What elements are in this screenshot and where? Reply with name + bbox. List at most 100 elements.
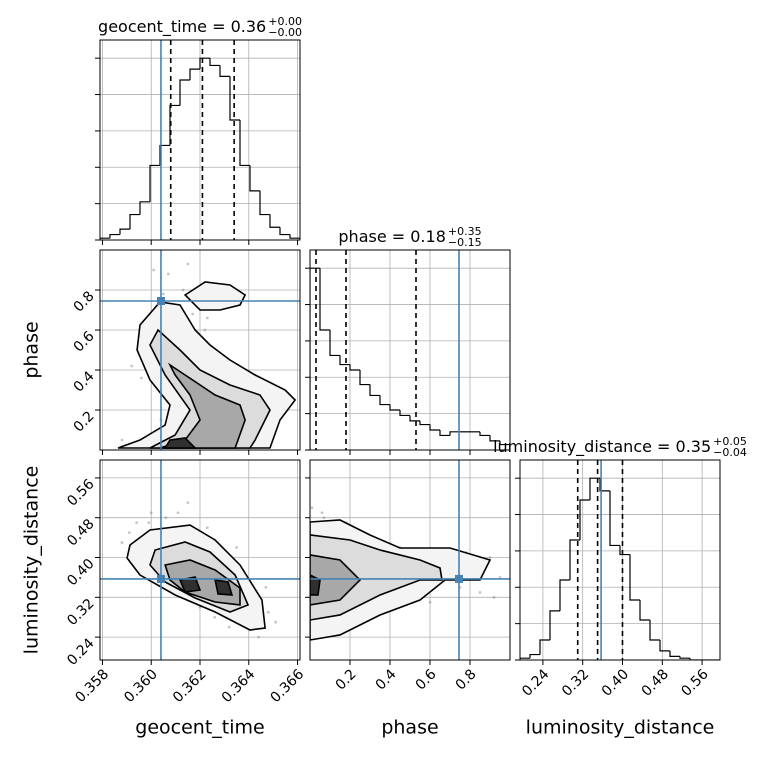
title-lower: −0.04 [713,446,747,459]
histogram-step [100,237,110,240]
sample-point [186,262,190,266]
panel-frame [99,459,301,661]
contour [214,579,234,596]
x-tick-label: 0.4 [373,666,400,693]
x-tick-label: 0.2 [333,666,360,693]
sample-point [130,364,134,368]
histogram-step [579,499,590,540]
sample-point [127,531,131,535]
x-tick-label: 0.56 [678,666,711,699]
panel: 0.24 0.32 0.40 0.48 0.56 luminosity_distance … [493,435,747,739]
plot-area [100,250,300,450]
contour [183,281,247,311]
histogram-step [239,120,250,167]
histogram-step [409,415,420,422]
y-tick-label: 0.2 [71,408,98,435]
sample-point [320,511,324,515]
histogram-step [229,76,240,121]
panel-frame [309,249,511,451]
y-tick-label: 0.32 [64,596,97,629]
panel: 0.358 0.360 0.362 0.364 0.366 0.24 0.32 0.40 0.4… [21,459,307,739]
histogram-step [159,144,170,166]
x-tick-label: 0.358 [72,666,112,706]
panel: phase = 0.18 +0.35−0.15 [305,225,511,455]
plot-area [310,250,510,450]
sample-point [227,625,231,629]
histogram-step [349,364,360,371]
histogram-step [219,65,230,77]
plot-area [100,40,300,240]
sample-point [428,600,432,604]
histogram-step [539,639,550,655]
sample-point [205,316,209,320]
x-tick-label: 0.360 [121,666,161,706]
x-tick-label: 0.6 [413,666,440,693]
x-tick-label: 0.40 [599,666,632,699]
histogram-step [189,68,200,80]
histogram-step [649,620,660,641]
histogram-step [329,330,340,357]
histogram-step [629,554,640,601]
sample-point [264,585,268,589]
sample-point [266,610,270,614]
title-upper: +0.00 [268,15,302,28]
x-tick-label: 0.362 [170,666,210,706]
y-tick-label: 0.56 [64,476,97,509]
sample-point [176,511,180,515]
title-upper: +0.05 [713,435,747,448]
histogram-step [319,268,330,331]
panel-frame [99,39,301,241]
histogram-step [559,579,570,611]
histogram-step [149,164,160,202]
sample-point [166,272,170,276]
panel-frame [99,249,301,451]
sample-point [120,541,124,544]
histogram-step [199,57,210,70]
contour [163,437,198,449]
y-tick-label: 0.48 [64,516,97,549]
histogram-step [520,657,530,660]
histogram-step [669,650,680,657]
title-lower: −0.00 [268,26,302,39]
histogram-step [359,370,370,386]
histogram-step [399,410,410,417]
sample-point [235,546,238,549]
sample-point [203,328,207,332]
sample-point [186,501,190,505]
sample-point [181,288,185,292]
histogram-step [269,214,280,228]
histogram-step [639,600,650,621]
histogram-step [339,355,350,366]
x-tick-label: 0.24 [519,666,552,699]
sample-point [140,376,143,380]
x-tick-label: 0.8 [453,666,480,693]
histogram-step [599,478,610,492]
panel-title: luminosity_distance = 0.35 [493,437,711,457]
sample-point [120,438,124,442]
histogram-step [489,435,500,442]
y-tick-label: 0.6 [71,328,98,355]
sample-point [191,312,195,316]
histogram-step [419,420,430,426]
truth-marker [156,297,165,305]
panel: geocent_time = 0.36 +0.00−0.00 [95,15,302,245]
sample-point [147,521,151,525]
histogram-step [249,165,260,192]
title-lower: −0.15 [448,236,482,249]
contour [178,576,202,593]
sample-point [257,635,260,639]
contour [159,362,246,449]
x-axis-label: phase [381,717,438,739]
plot-area [310,460,510,660]
title-upper: +0.35 [448,225,482,238]
sample-point [274,620,278,624]
sample-point [478,590,482,594]
plot-area [520,460,720,660]
x-tick-label: 0.364 [219,666,259,706]
sample-point [492,595,496,599]
panel: 0.2 0.4 0.6 0.8 phase [305,459,511,739]
histogram-step [689,658,700,660]
histogram-step [429,424,440,431]
histogram-step [679,656,690,659]
histogram-step [279,227,290,236]
